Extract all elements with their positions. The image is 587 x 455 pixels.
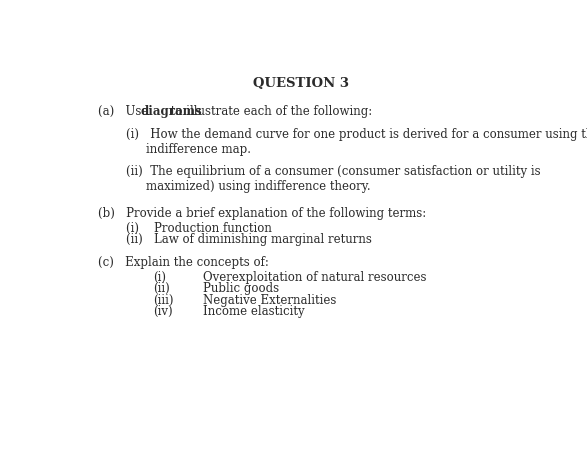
Text: (a)   Use: (a) Use	[99, 106, 153, 118]
Text: Public goods: Public goods	[203, 282, 279, 295]
Text: (iii): (iii)	[153, 294, 174, 307]
Text: (i)   How the demand curve for one product is derived for a consumer using their: (i) How the demand curve for one product…	[126, 128, 587, 141]
Text: (i)    Production function: (i) Production function	[126, 222, 272, 235]
Text: QUESTION 3: QUESTION 3	[253, 77, 349, 91]
Text: (ii)   Law of diminishing marginal returns: (ii) Law of diminishing marginal returns	[126, 233, 372, 246]
Text: to illustrate each of the following:: to illustrate each of the following:	[167, 106, 372, 118]
Text: indifference map.: indifference map.	[146, 143, 251, 156]
Text: maximized) using indifference theory.: maximized) using indifference theory.	[146, 180, 371, 192]
Text: (c)   Explain the concepts of:: (c) Explain the concepts of:	[99, 256, 269, 269]
Text: Overexploitation of natural resources: Overexploitation of natural resources	[203, 271, 427, 284]
Text: (b)   Provide a brief explanation of the following terms:: (b) Provide a brief explanation of the f…	[99, 207, 427, 220]
Text: Negative Externalities: Negative Externalities	[203, 294, 336, 307]
Text: diagrams: diagrams	[141, 106, 203, 118]
Text: Income elasticity: Income elasticity	[203, 305, 305, 318]
Text: (ii)  The equilibrium of a consumer (consumer satisfaction or utility is: (ii) The equilibrium of a consumer (cons…	[126, 165, 540, 178]
Text: (i): (i)	[153, 271, 166, 284]
Text: (iv): (iv)	[153, 305, 173, 318]
Text: (ii): (ii)	[153, 282, 170, 295]
